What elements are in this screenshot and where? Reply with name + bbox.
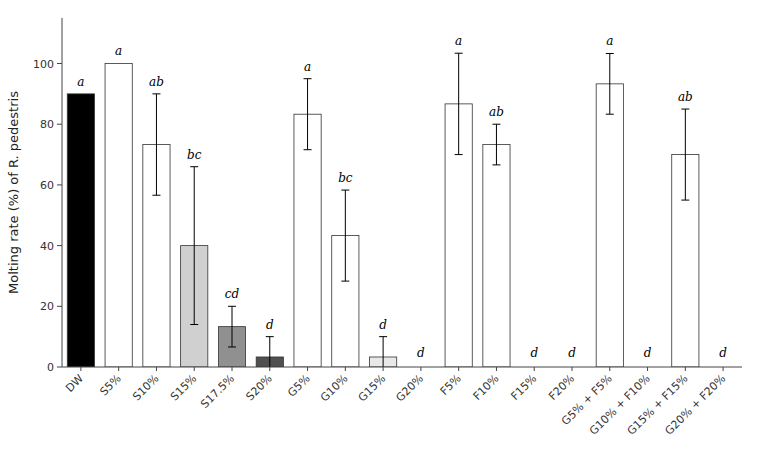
x-tick [458,367,459,371]
y-tick-label: 80 [40,118,54,131]
annotation: ab [678,90,693,104]
x-tick [345,367,346,371]
annotation: ab [489,105,504,119]
x-tick [572,367,573,371]
x-tick [496,367,497,371]
x-tick-label: F15% [508,372,539,403]
y-tick [57,124,62,125]
chart: a a ab bc cd d a bc d d a ab d d a d ab d 0 20 40 60 80 100 DW S5… [0,0,758,459]
annotation: d [568,346,576,360]
bar [596,84,623,367]
error-bar [492,124,500,165]
y-tick-label: 40 [40,240,54,253]
x-tick-label: S17.5% [198,372,237,411]
annotation: cd [225,287,240,301]
annotation: d [644,346,652,360]
y-tick-label: 0 [47,361,54,374]
x-tick [156,367,157,371]
x-tick [383,367,384,371]
x-tick [307,367,308,371]
x-tick [420,367,421,371]
error-bar [190,167,198,325]
annotation: bc [187,148,202,162]
x-axis-line [62,367,742,368]
annotation: d [417,346,425,360]
x-tick-label: G10% [318,372,351,405]
error-bar [341,190,349,281]
x-tick [232,367,233,371]
bar [294,114,321,367]
x-tick [80,367,81,371]
x-tick-label: S15% [168,372,199,403]
annotation: a [115,44,122,58]
error-bar [606,54,614,115]
y-tick [57,306,62,307]
x-tick-label: G20% [393,372,426,405]
annotation: d [719,346,727,360]
annotation: a [606,34,613,48]
x-tick [685,367,686,371]
error-bar [152,94,160,195]
annotation: d [530,346,538,360]
y-axis-label: Molting rate (%) of R. pedestris [6,91,21,294]
annotation: d [266,318,274,332]
x-tick [647,367,648,371]
error-bar [228,306,236,347]
error-bar [379,337,387,367]
annotation: ab [149,75,164,89]
x-tick-label: S10% [130,372,161,403]
y-tick [57,63,62,64]
annotation: a [455,34,462,48]
x-tick [609,367,610,371]
x-tick-label: S5% [97,372,123,398]
y-tick-label: 60 [40,179,54,192]
bars [67,53,699,367]
y-tick [57,184,62,185]
x-tick [723,367,724,371]
y-tick [57,245,62,246]
bar [105,64,132,367]
y-tick [57,367,62,368]
error-bar [266,337,274,367]
annotation: a [304,60,311,74]
error-bar [681,109,689,200]
x-tick-label: G5% [285,372,313,400]
annotation: a [77,75,84,89]
x-tick-label: F10% [471,372,502,403]
y-tick-label: 20 [40,300,54,313]
y-tick-label: 100 [33,58,54,71]
error-bar [455,53,463,154]
annotation: bc [338,171,353,185]
x-tick [534,367,535,371]
x-tick-label: F20% [546,372,577,403]
error-bar [304,79,312,150]
x-tick-label: G15% [356,372,389,405]
x-tick-label: G20% + F20% [662,372,728,438]
x-tick-label: S20% [243,372,274,403]
x-tick [269,367,270,371]
x-tick-label: DW [63,372,86,395]
y-axis-line [62,18,63,367]
bar [67,94,94,367]
x-tick-label: F5% [438,372,464,398]
x-tick [118,367,119,371]
annotation: d [379,318,387,332]
x-tick [194,367,195,371]
bar [483,145,510,367]
